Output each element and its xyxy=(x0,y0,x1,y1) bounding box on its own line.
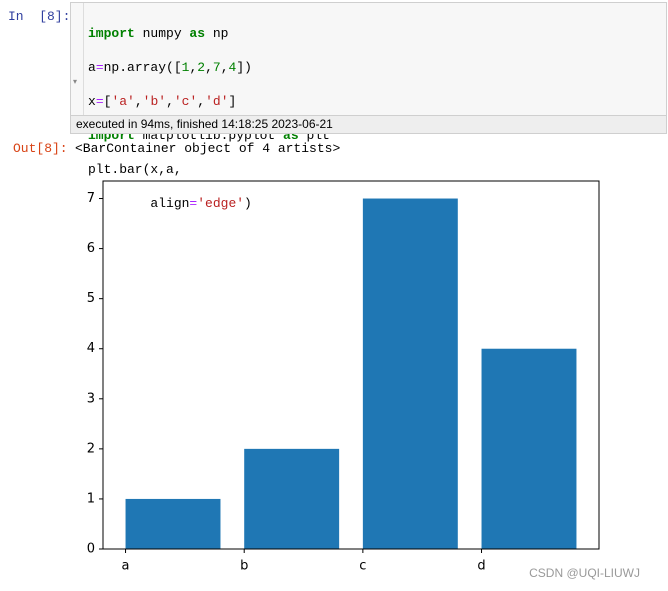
y-tick-label: 5 xyxy=(87,291,95,306)
code-text: , xyxy=(189,60,198,75)
code-text: , xyxy=(134,94,143,109)
axes-frame xyxy=(102,180,600,550)
bar xyxy=(244,448,340,549)
code-text: ]) xyxy=(236,60,252,75)
y-tick-label: 2 xyxy=(87,441,95,456)
keyword: import xyxy=(88,26,135,41)
y-tick-label: 1 xyxy=(87,491,95,506)
y-tick-label: 6 xyxy=(87,241,95,256)
code-line: plt.bar(x,a, xyxy=(88,161,330,178)
string: 'edge' xyxy=(197,196,245,211)
bar xyxy=(481,348,577,549)
code-line: a=np.array([1,2,7,4]) xyxy=(88,59,330,76)
code-cell[interactable]: ▾ import numpy as np a=np.array([1,2,7,4… xyxy=(70,2,667,211)
number: 1 xyxy=(181,60,190,75)
x-tick-label: c xyxy=(359,559,366,574)
execution-info: executed in 94ms, finished 14:18:25 2023… xyxy=(70,116,667,134)
string: 'b' xyxy=(142,94,167,109)
y-tick-label: 3 xyxy=(87,391,95,406)
y-tick-label: 7 xyxy=(87,191,95,206)
gutter: ▾ xyxy=(71,3,84,115)
y-tick-label: 4 xyxy=(87,341,95,356)
output-text: <BarContainer object of 4 artists> xyxy=(75,141,341,156)
code-text: a xyxy=(88,60,96,75)
code-text: ] xyxy=(228,94,237,109)
x-tick-label: d xyxy=(477,559,485,574)
code-line: x=['a','b','c','d'] xyxy=(88,93,330,110)
x-tick-label: b xyxy=(240,559,248,574)
code-line: align='edge') xyxy=(88,195,330,212)
input-prompt: In [8]: xyxy=(8,9,71,24)
string: 'd' xyxy=(205,94,229,109)
number: 2 xyxy=(197,60,206,75)
keyword: as xyxy=(189,26,206,41)
code-text: , xyxy=(205,60,213,75)
code-text: , xyxy=(197,94,206,109)
string: 'a' xyxy=(111,94,135,109)
code-text: , xyxy=(220,60,229,75)
code-text: x xyxy=(88,94,96,109)
code-line: import numpy as np xyxy=(88,25,330,42)
code-text: np.array([ xyxy=(103,60,182,75)
code-text: numpy xyxy=(134,26,190,41)
code-text: , xyxy=(166,94,174,109)
string: 'c' xyxy=(173,94,198,109)
code-text: np xyxy=(205,26,229,41)
code-text: ) xyxy=(244,196,252,211)
number: 7 xyxy=(212,60,221,75)
output-prompt: Out[8]: xyxy=(13,141,68,156)
code-text: [ xyxy=(103,94,112,109)
operator: = xyxy=(189,196,198,211)
bar xyxy=(125,498,221,549)
watermark: CSDN @UQI-LIUWJ xyxy=(529,566,640,580)
operator: = xyxy=(95,94,104,109)
operator: = xyxy=(95,60,104,75)
bar xyxy=(362,198,458,549)
code-text: align xyxy=(88,196,190,211)
number: 4 xyxy=(228,60,237,75)
y-tick-label: 0 xyxy=(87,542,95,557)
code-text: plt.bar(x,a, xyxy=(88,162,182,177)
x-tick-label: a xyxy=(122,559,130,574)
code: import numpy as np a=np.array([1,2,7,4])… xyxy=(88,8,330,246)
